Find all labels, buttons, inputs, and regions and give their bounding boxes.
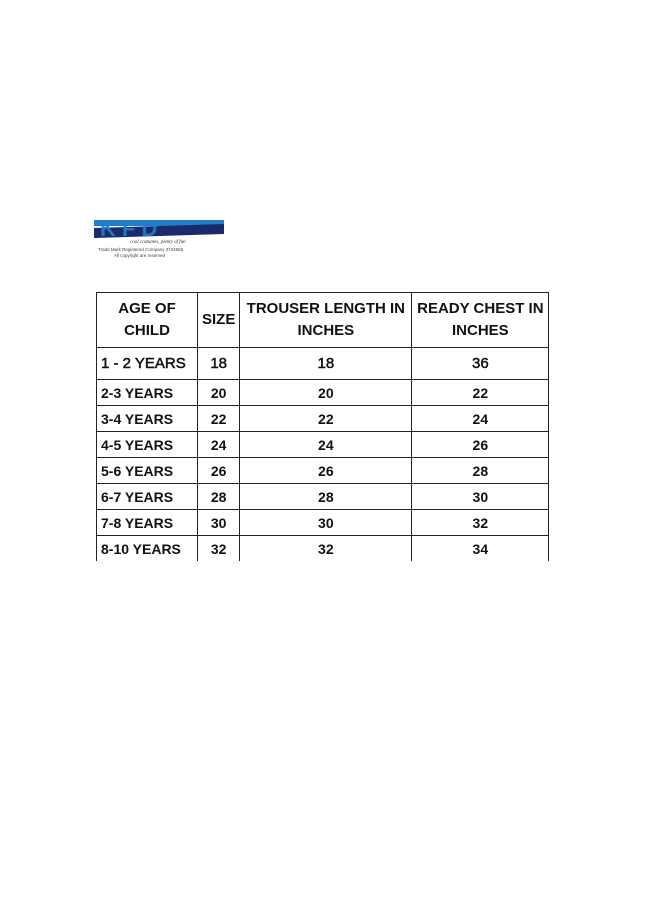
cell-trouser-length: 24	[239, 431, 413, 458]
cell-size: 20	[196, 379, 241, 406]
trademark-text: Trade Mark Registered Company 3734965	[98, 247, 184, 252]
cell-chest: 34	[411, 535, 550, 561]
table-row: 8-10 YEARS 32 32 34	[96, 535, 550, 561]
cell-size: 30	[196, 509, 241, 536]
cell-size: 18	[196, 347, 241, 380]
cell-age: 6-7 YEARS	[96, 483, 198, 510]
cell-trouser-length: 18	[239, 347, 413, 380]
cell-trouser-length: 22	[239, 405, 413, 432]
cell-size: 24	[196, 431, 241, 458]
cell-chest: 36	[411, 347, 550, 380]
cell-chest: 24	[411, 405, 550, 432]
cell-size: 28	[196, 483, 241, 510]
cell-age: 7-8 YEARS	[96, 509, 198, 536]
cell-trouser-length: 30	[239, 509, 413, 536]
table-row: 3-4 YEARS 22 22 24	[96, 405, 550, 432]
table-row: 1 - 2 YEARS 18 18 36	[96, 347, 550, 380]
table-row: 5-6 YEARS 26 26 28	[96, 457, 550, 484]
cell-chest: 28	[411, 457, 550, 484]
cell-size: 32	[196, 535, 241, 561]
header-chest: READY CHEST IN INCHES	[411, 292, 550, 348]
cell-age: 1 - 2 YEARS	[96, 347, 198, 380]
brand-logo: KFD cool costumes, plenty of fun Trade M…	[92, 216, 227, 261]
header-age: AGE OF CHILD	[96, 292, 198, 348]
table-header-row: AGE OF CHILD SIZE TROUSER LENGTH IN INCH…	[96, 292, 550, 348]
svg-text:KFD: KFD	[100, 216, 163, 241]
cell-size: 22	[196, 405, 241, 432]
copyright-text: All copyright are reserved	[114, 253, 166, 258]
logo-tagline: cool costumes, plenty of fun	[130, 240, 186, 245]
cell-trouser-length: 28	[239, 483, 413, 510]
cell-age: 5-6 YEARS	[96, 457, 198, 484]
cell-age: 2-3 YEARS	[96, 379, 198, 406]
cell-chest: 22	[411, 379, 550, 406]
cell-age: 3-4 YEARS	[96, 405, 198, 432]
size-chart-table: AGE OF CHILD SIZE TROUSER LENGTH IN INCH…	[96, 292, 550, 561]
cell-chest: 26	[411, 431, 550, 458]
cell-chest: 30	[411, 483, 550, 510]
cell-size: 26	[196, 457, 241, 484]
cell-trouser-length: 26	[239, 457, 413, 484]
table-row: 2-3 YEARS 20 20 22	[96, 379, 550, 406]
table-row: 4-5 YEARS 24 24 26	[96, 431, 550, 458]
cell-age: 8-10 YEARS	[96, 535, 198, 561]
table-row: 7-8 YEARS 30 30 32	[96, 509, 550, 536]
header-size: SIZE	[196, 292, 241, 348]
cell-chest: 32	[411, 509, 550, 536]
table-row: 6-7 YEARS 28 28 30	[96, 483, 550, 510]
cell-trouser-length: 20	[239, 379, 413, 406]
cell-trouser-length: 32	[239, 535, 413, 561]
cell-age: 4-5 YEARS	[96, 431, 198, 458]
header-trouser-length: TROUSER LENGTH IN INCHES	[239, 292, 413, 348]
kfd-logo-mark: KFD	[94, 216, 224, 241]
